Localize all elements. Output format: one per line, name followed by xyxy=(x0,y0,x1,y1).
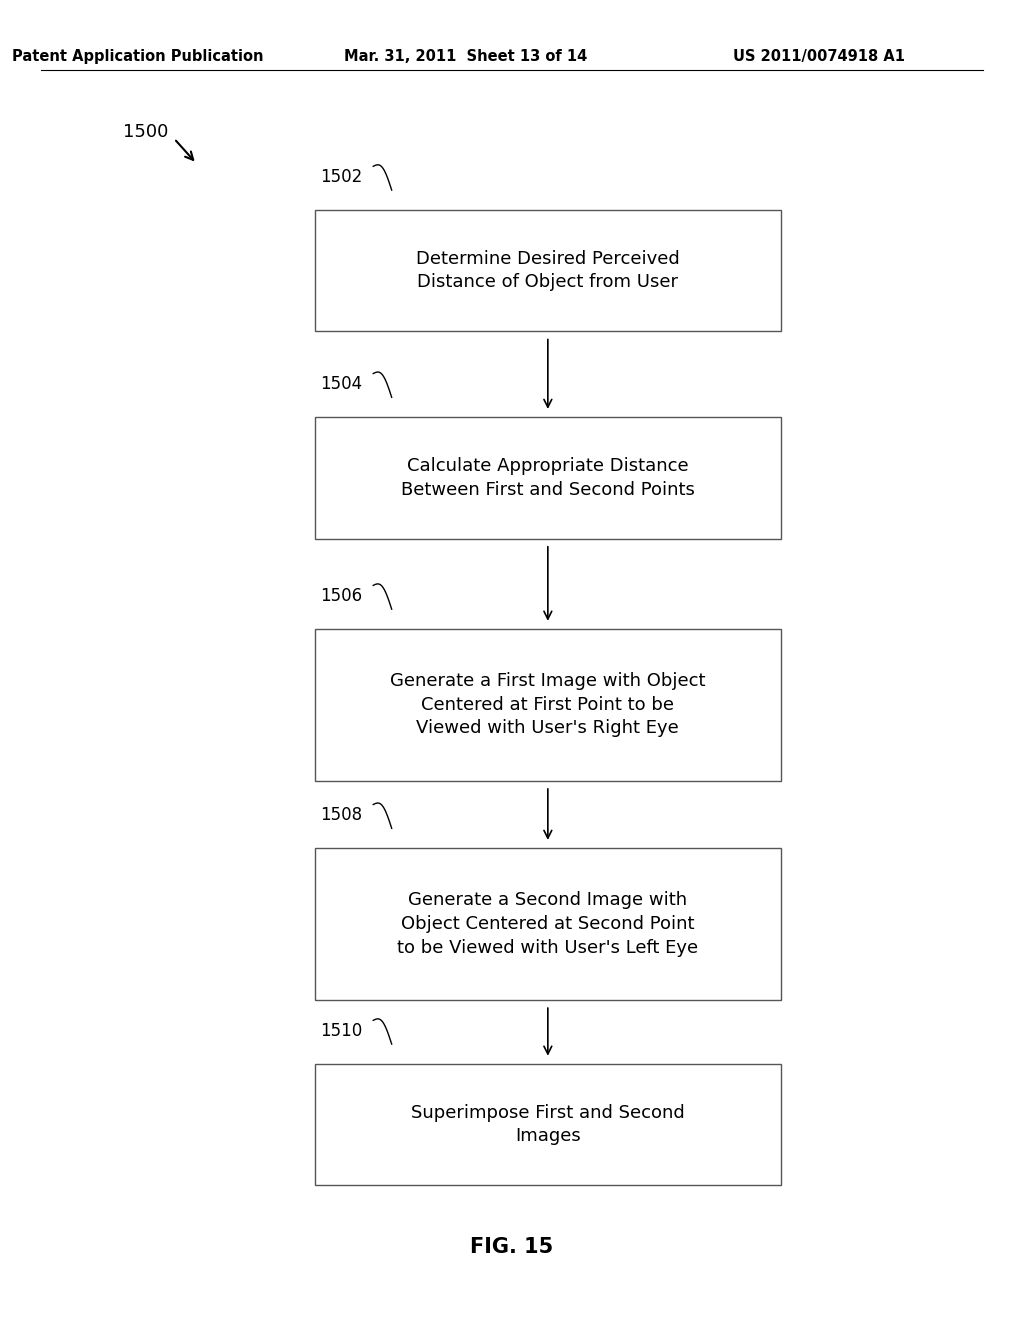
Text: FIG. 15: FIG. 15 xyxy=(470,1237,554,1258)
Text: Patent Application Publication: Patent Application Publication xyxy=(12,49,264,65)
Text: 1502: 1502 xyxy=(319,168,362,186)
Bar xyxy=(315,417,780,539)
Bar xyxy=(315,628,780,780)
Text: Determine Desired Perceived
Distance of Object from User: Determine Desired Perceived Distance of … xyxy=(416,249,680,292)
Text: 1500: 1500 xyxy=(123,123,168,141)
Text: 1506: 1506 xyxy=(319,587,362,605)
Text: 1504: 1504 xyxy=(319,375,362,393)
Text: Superimpose First and Second
Images: Superimpose First and Second Images xyxy=(411,1104,685,1146)
Text: 1508: 1508 xyxy=(319,807,362,824)
Text: US 2011/0074918 A1: US 2011/0074918 A1 xyxy=(733,49,905,65)
Bar xyxy=(315,210,780,331)
Text: Generate a First Image with Object
Centered at First Point to be
Viewed with Use: Generate a First Image with Object Cente… xyxy=(390,672,706,738)
Bar xyxy=(315,849,780,1001)
Text: 1510: 1510 xyxy=(319,1022,362,1040)
Text: Generate a Second Image with
Object Centered at Second Point
to be Viewed with U: Generate a Second Image with Object Cent… xyxy=(397,891,698,957)
Bar xyxy=(315,1064,780,1185)
Text: Mar. 31, 2011  Sheet 13 of 14: Mar. 31, 2011 Sheet 13 of 14 xyxy=(344,49,588,65)
Text: Calculate Appropriate Distance
Between First and Second Points: Calculate Appropriate Distance Between F… xyxy=(401,457,694,499)
